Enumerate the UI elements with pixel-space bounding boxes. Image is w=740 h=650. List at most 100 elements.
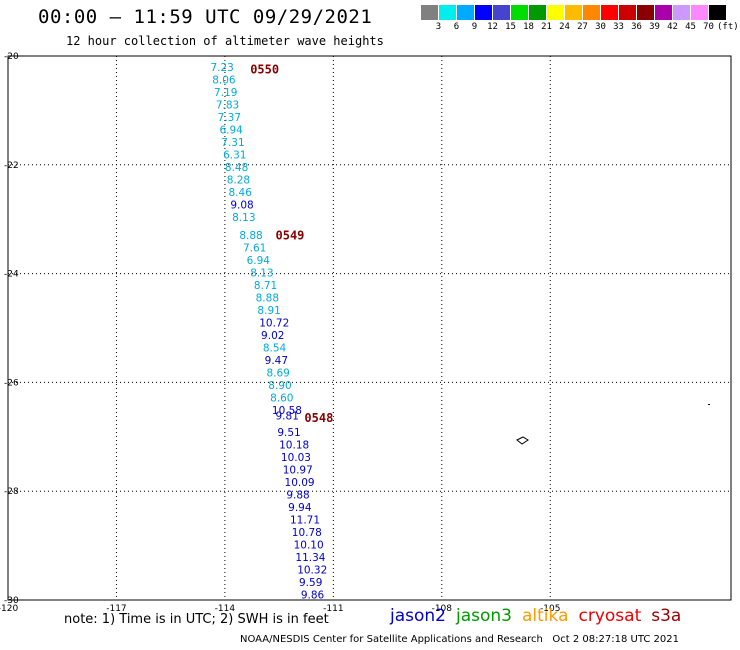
swh-value: 8.88 (256, 293, 279, 305)
swh-value: 9.86 (301, 590, 325, 602)
scale-swatch (565, 5, 582, 20)
scale-swatch (655, 5, 672, 20)
time-label: 0550 (250, 63, 279, 77)
scale-swatch (511, 5, 528, 20)
swh-value: 8.46 (229, 187, 253, 199)
swh-value: 7.31 (221, 137, 244, 149)
swh-value: 9.59 (299, 577, 322, 589)
swh-value: 9.02 (261, 330, 284, 342)
scale-label: 6 (453, 22, 460, 32)
footer-note: note: 1) Time is in UTC; 2) SWH is in fe… (64, 612, 329, 627)
satellite-jason3: jason3 (456, 606, 512, 626)
swh-value: 8.90 (268, 380, 291, 392)
scale-label: 30 (595, 22, 606, 32)
swh-value: 10.03 (281, 452, 311, 464)
scale-swatch (637, 5, 654, 20)
swh-value: 10.72 (259, 318, 289, 330)
swh-value: 6.31 (223, 149, 246, 161)
scale-label: 36 (631, 22, 642, 32)
chart-title: 00:00 – 11:59 UTC 09/29/2021 (38, 6, 373, 28)
swh-value: 8.13 (250, 268, 273, 280)
x-tick-label: -120 (0, 604, 18, 614)
scale-swatch (709, 5, 726, 20)
y-tick-label: -20 (4, 52, 19, 62)
scale-unit: (ft) (717, 22, 739, 32)
scale-swatch (619, 5, 636, 20)
scale-swatch (439, 5, 456, 20)
chart-subtitle: 12 hour collection of altimeter wave hei… (66, 34, 384, 48)
swh-value: 6.94 (247, 255, 271, 267)
scale-label: 24 (559, 22, 570, 32)
scale-label: 70 (703, 22, 714, 32)
satellite-altika: altika (522, 606, 569, 626)
swh-value: 6.94 (219, 124, 243, 136)
x-tick-label: -105 (540, 604, 560, 614)
satellite-s3a: s3a (651, 606, 682, 626)
swh-color-scale: 3 6 9 12 15 18 21 24 27 30 33 36 39 42 45 70 (ft) (421, 5, 739, 32)
scale-label: 15 (505, 22, 516, 32)
footer-credit: NOAA/NESDIS Center for Satellite Applica… (240, 634, 679, 645)
swh-value: 9.47 (265, 355, 288, 367)
scale-label: 12 (487, 22, 498, 32)
swh-value: 7.61 (243, 242, 266, 254)
swh-value: 8.69 (266, 368, 289, 380)
scale-swatch (529, 5, 546, 20)
scale-swatch (547, 5, 564, 20)
scale-label: 42 (667, 22, 678, 32)
scale-label: 9 (471, 22, 478, 32)
swh-value: 10.97 (283, 464, 313, 476)
y-tick-label: -28 (4, 487, 19, 497)
swh-value: 9.81 (276, 411, 299, 423)
swh-value: 9.08 (230, 200, 253, 212)
scale-swatch (421, 5, 438, 20)
scale-label: 3 (435, 22, 442, 32)
scale-swatch (475, 5, 492, 20)
scale-swatch (457, 5, 474, 20)
time-label: 0548 (304, 411, 333, 425)
swh-value: 10.78 (292, 527, 322, 539)
scale-swatch (493, 5, 510, 20)
swh-value: 9.51 (277, 427, 300, 439)
swh-value: 10.09 (285, 477, 315, 489)
satellite-jason2: jason2 (390, 606, 446, 626)
island-dot (708, 404, 710, 405)
swh-value: 11.71 (290, 514, 320, 526)
scale-label: 39 (649, 22, 660, 32)
swh-value: 8.06 (212, 74, 236, 86)
swh-value: 8.48 (225, 162, 248, 174)
satellite-cryosat: cryosat (578, 606, 642, 626)
swh-value: 7.37 (218, 112, 241, 124)
swh-value: 8.91 (257, 305, 280, 317)
y-tick-label: -30 (4, 596, 19, 606)
time-label: 0549 (276, 229, 305, 243)
y-tick-label: -22 (4, 161, 19, 171)
swh-value: 10.32 (297, 565, 327, 577)
swh-value: 10.58 (272, 405, 302, 417)
swh-value: 9.94 (288, 502, 312, 514)
scale-label: 21 (541, 22, 552, 32)
swh-value: 10.18 (279, 439, 309, 451)
x-tick-label: -114 (215, 604, 236, 614)
y-tick-label: -24 (4, 270, 19, 280)
scale-swatch (583, 5, 600, 20)
scale-swatch (691, 5, 708, 20)
swh-value: 8.88 (239, 230, 262, 242)
swh-value: 8.13 (232, 212, 255, 224)
swh-value: 8.71 (254, 280, 277, 292)
plot-frame (7, 55, 732, 601)
swh-value: 10.10 (294, 540, 324, 552)
credit-text: NOAA/NESDIS Center for Satellite Applica… (240, 634, 543, 645)
swh-value: 11.34 (295, 552, 325, 564)
swh-value: 8.60 (270, 393, 293, 405)
island-outline (516, 436, 529, 445)
scale-label: 45 (685, 22, 696, 32)
swh-value: 8.54 (263, 343, 287, 355)
x-tick-label: -111 (323, 604, 343, 614)
satellite-legend: jason2 jason3 altika cryosat s3a (390, 606, 691, 626)
swh-value: 9.88 (286, 489, 309, 501)
swh-value: 7.83 (216, 99, 239, 111)
x-tick-label: -108 (432, 604, 453, 614)
x-tick-label: -117 (106, 604, 126, 614)
